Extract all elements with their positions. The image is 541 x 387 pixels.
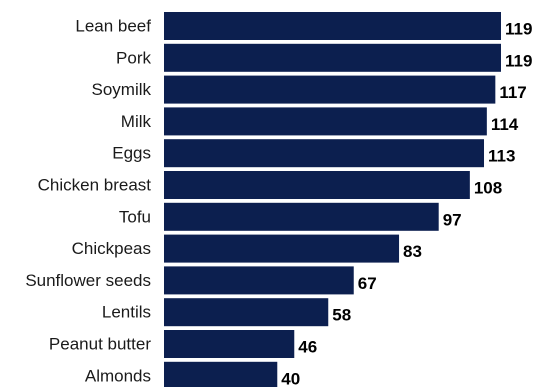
category-label-tofu: Tofu — [119, 207, 151, 226]
bar-chicken-breast — [164, 171, 470, 199]
category-label-eggs: Eggs — [112, 144, 151, 163]
category-label-sunflower-seeds: Sunflower seeds — [25, 271, 151, 290]
category-label-lentils: Lentils — [102, 303, 151, 322]
value-label-tofu: 97 — [443, 210, 462, 229]
value-label-chicken-breast: 108 — [474, 179, 502, 198]
bars-group — [164, 12, 501, 387]
bar-eggs — [164, 139, 485, 168]
value-label-almonds: 40 — [281, 369, 300, 387]
value-label-eggs: 113 — [488, 147, 515, 166]
value-label-lentils: 58 — [332, 306, 351, 325]
bar-soymilk — [164, 75, 496, 104]
category-label-chickpeas: Chickpeas — [72, 239, 151, 258]
bar-peanut-butter — [164, 330, 295, 358]
value-label-sunflower-seeds: 67 — [358, 274, 377, 293]
bar-lentils — [164, 298, 329, 327]
category-label-lean-beef: Lean beef — [75, 17, 151, 36]
category-label-milk: Milk — [121, 112, 152, 131]
value-label-pork: 119 — [505, 51, 532, 70]
value-label-soymilk: 117 — [499, 83, 526, 102]
bar-almonds — [164, 361, 278, 387]
value-label-lean-beef: 119 — [505, 20, 532, 39]
category-label-peanut-butter: Peanut butter — [49, 335, 151, 354]
category-label-pork: Pork — [116, 48, 151, 67]
bar-pork — [164, 43, 501, 72]
bar-chickpeas — [164, 234, 400, 263]
category-label-soymilk: Soymilk — [91, 80, 151, 99]
category-labels-group: Lean beef Pork Soymilk Milk Eggs Chicken brea… — [25, 17, 151, 386]
bar-lean-beef — [164, 12, 501, 40]
value-label-milk: 114 — [491, 115, 519, 134]
value-label-peanut-butter: 46 — [298, 338, 317, 357]
value-labels-group: 119 119 117 114 113 108 97 83 67 58 46 40 — [281, 20, 532, 387]
category-label-chicken-breast: Chicken breast — [38, 176, 152, 195]
bar-milk — [164, 107, 487, 136]
bar-tofu — [164, 202, 439, 231]
category-label-almonds: Almonds — [85, 366, 151, 385]
value-label-chickpeas: 83 — [403, 242, 422, 261]
bar-sunflower-seeds — [164, 266, 354, 295]
